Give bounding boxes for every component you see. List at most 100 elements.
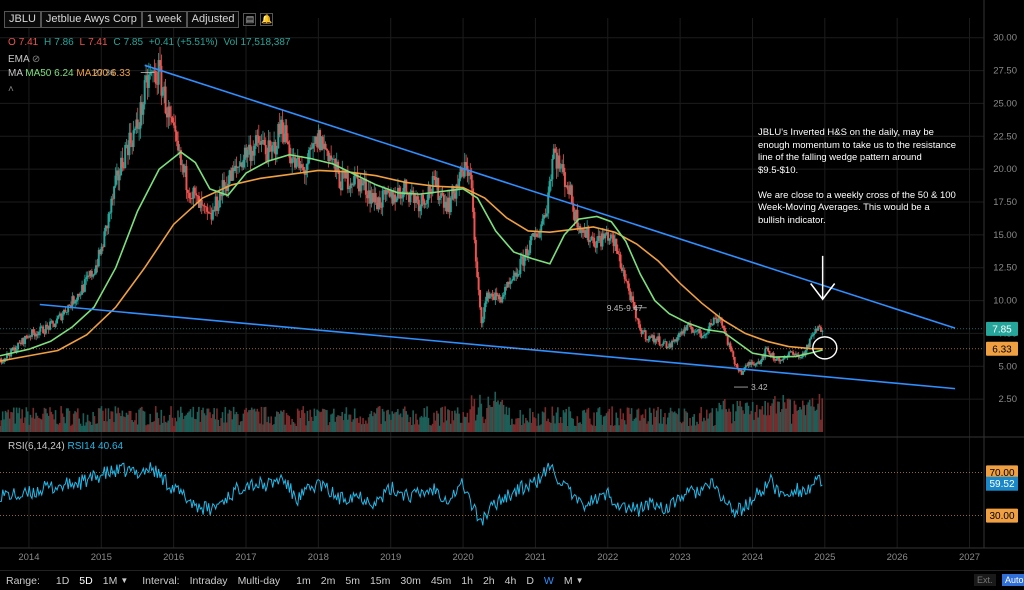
interval-45m[interactable]: 45m xyxy=(430,574,452,587)
volume-bar xyxy=(799,406,801,432)
volume-bar xyxy=(405,411,407,432)
ext-button[interactable]: Ext. xyxy=(974,574,996,586)
ma-legend[interactable]: MA MA50 6.24 MA100 6.33 xyxy=(8,68,130,79)
candle-body xyxy=(345,172,348,179)
candle-body xyxy=(586,227,589,238)
candle-body xyxy=(598,235,601,238)
volume-bar xyxy=(277,411,279,432)
volume-bar xyxy=(128,410,131,432)
candle-body xyxy=(242,159,245,168)
interval-multiday[interactable]: Multi-day xyxy=(237,574,281,587)
interval-15m[interactable]: 15m xyxy=(369,574,391,587)
candle-body xyxy=(495,292,498,297)
candle-body xyxy=(782,358,785,361)
chevron-down-icon[interactable]: ▼ xyxy=(120,576,129,585)
annotation-note[interactable]: JBLU's Inverted H&S on the daily, may be… xyxy=(758,127,957,226)
volume-bar xyxy=(35,412,37,432)
candle-body xyxy=(231,167,234,181)
volume-bar xyxy=(392,413,395,432)
interval-4h[interactable]: 4h xyxy=(504,574,517,587)
candle-body xyxy=(485,292,488,302)
price-chart[interactable]: 30.00 27.50 25.00 22.50 20.00 17.50 15.00 12.50… xyxy=(0,0,1024,570)
volume-bar xyxy=(621,419,623,432)
candle-body xyxy=(19,342,22,345)
candle-body xyxy=(729,343,732,350)
interval-m[interactable]: M xyxy=(563,574,573,587)
interval-5m[interactable]: 5m xyxy=(345,574,360,587)
volume-bar xyxy=(590,424,593,432)
interval-1m[interactable]: 1m xyxy=(296,574,311,587)
interval-30m[interactable]: 30m xyxy=(400,574,421,587)
interval-d[interactable]: D xyxy=(526,574,534,587)
range-1d[interactable]: 1D xyxy=(55,574,70,587)
volume-bar xyxy=(577,422,580,432)
candle-body xyxy=(10,348,13,357)
bell-icon[interactable]: 🔔 xyxy=(260,12,274,26)
collapse-chevron-icon[interactable]: ˄ xyxy=(8,84,14,95)
volume-bar xyxy=(632,420,634,432)
auto-button[interactable]: Auto xyxy=(1002,574,1024,586)
volume-bar xyxy=(331,413,334,432)
volume-bar xyxy=(316,409,318,432)
volume-bar xyxy=(341,411,343,432)
candle-body xyxy=(331,158,334,160)
candle-body xyxy=(293,157,296,168)
candle-body xyxy=(754,364,757,366)
eye-hidden-icon[interactable]: ⊘ xyxy=(31,54,41,65)
interval-intraday[interactable]: Intraday xyxy=(189,574,228,587)
candle-body xyxy=(750,362,753,365)
volume-bar xyxy=(579,422,581,432)
candle-body xyxy=(593,237,596,247)
volume-bar xyxy=(310,416,313,432)
chevron-down-icon[interactable]: ▼ xyxy=(575,576,584,585)
volume-bar xyxy=(61,413,64,432)
y-tick-label: 27.50 xyxy=(993,66,1017,77)
interval-w[interactable]: W xyxy=(543,574,554,587)
candle-body xyxy=(416,196,419,200)
last-price-tag-bg xyxy=(986,321,1018,336)
candle-body xyxy=(145,75,148,81)
interval-2m[interactable]: 2m xyxy=(320,574,336,587)
range-1m[interactable]: 1M xyxy=(102,574,118,587)
volume-bar xyxy=(814,410,817,432)
interval-label[interactable]: 1 week xyxy=(141,10,187,28)
volume-bar xyxy=(333,408,335,432)
candle-body xyxy=(409,192,412,203)
volume-bar xyxy=(242,413,245,432)
candle-body xyxy=(72,296,75,304)
y-tick-label: 30.00 xyxy=(993,33,1017,44)
ema-legend[interactable]: EMA ⊘ xyxy=(8,54,40,65)
interval-1h[interactable]: 1h xyxy=(461,574,473,587)
volume-bar xyxy=(39,418,42,432)
candle-body xyxy=(4,358,7,360)
volume-bar xyxy=(210,418,213,432)
candle-body xyxy=(165,113,168,118)
candle-body xyxy=(630,296,633,301)
range-5d[interactable]: 5D xyxy=(79,574,93,587)
candle-body xyxy=(769,354,772,357)
candle-body xyxy=(707,329,710,333)
volume-bar xyxy=(93,416,96,432)
candle-body xyxy=(28,335,31,338)
volume-bar xyxy=(707,418,709,432)
candle-body xyxy=(278,123,281,135)
candle-body xyxy=(142,104,145,115)
candle-body xyxy=(466,165,469,176)
volume-bar xyxy=(568,406,570,432)
volume-bar xyxy=(291,418,293,432)
bar-chart-icon[interactable]: ▤ xyxy=(243,12,257,26)
volume-bar xyxy=(529,408,531,432)
volume-bar xyxy=(273,424,275,432)
volume-bar xyxy=(385,410,388,432)
interval-2h[interactable]: 2h xyxy=(482,574,495,587)
candle-body xyxy=(673,339,676,342)
volume-bar xyxy=(612,425,615,432)
candle-body xyxy=(146,75,149,88)
ma50-line xyxy=(0,151,823,358)
candle-body xyxy=(700,333,703,339)
volume-bar xyxy=(232,406,235,432)
symbol[interactable]: JBLU xyxy=(4,10,41,28)
adjustment-label[interactable]: Adjusted xyxy=(186,10,240,28)
candle-body xyxy=(8,354,11,357)
volume-bar xyxy=(238,425,241,432)
